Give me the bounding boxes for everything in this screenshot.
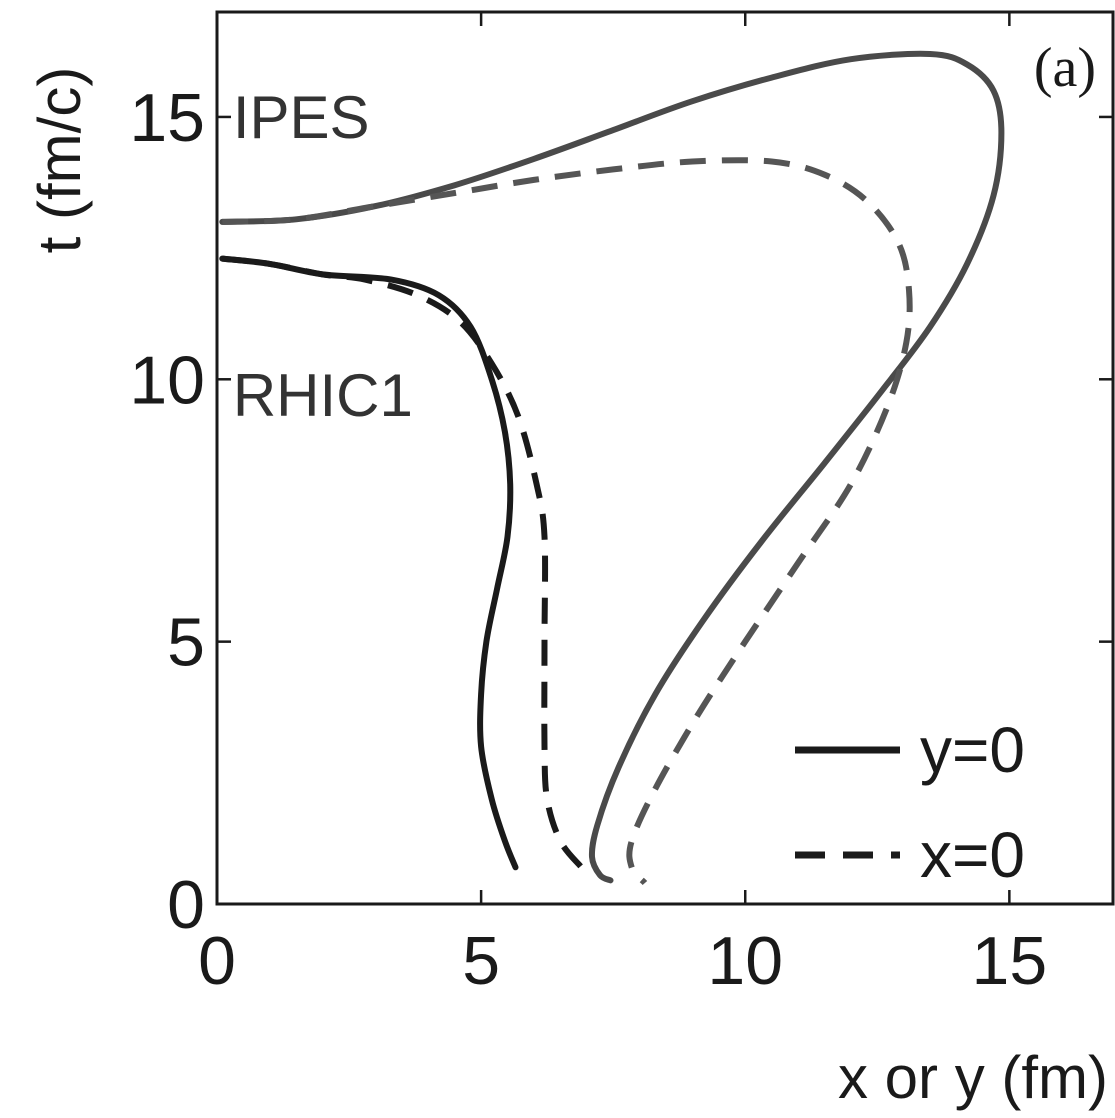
legend-label: x=0 — [920, 819, 1025, 891]
legend-label: y=0 — [920, 714, 1025, 786]
y-tick-label: 15 — [129, 80, 205, 156]
series-ipes-dashed — [222, 157, 913, 886]
y-tick-label: 5 — [167, 605, 205, 681]
x-tick-label: 10 — [707, 923, 783, 999]
plot-area-border — [215, 10, 1115, 906]
annotation-layer: IPES RHIC1 — [233, 84, 413, 429]
annotation-rhic1: RHIC1 — [233, 362, 413, 429]
annotation-ipes: IPES — [233, 84, 370, 151]
y-tick-label: 10 — [129, 342, 205, 418]
series-layer — [219, 50, 1005, 886]
series-rhic1-solid — [219, 255, 519, 871]
series-rhic1-dashed — [221, 255, 584, 870]
y-tick-label: 0 — [167, 867, 205, 943]
panel-label: (a) — [1034, 37, 1096, 99]
legend: y=0x=0 — [795, 714, 1025, 891]
x-tick-label: 5 — [462, 923, 500, 999]
ticks-layer: 0 5 10 15 0 5 10 15 — [129, 12, 1113, 999]
y-axis-label: t (fm/c) — [26, 67, 93, 254]
plot-frame — [215, 10, 1115, 906]
x-axis-label: x or y (fm) — [838, 1044, 1108, 1111]
series-ipes-solid — [219, 50, 1005, 884]
x-tick-label: 15 — [972, 923, 1048, 999]
x-tick-label: 0 — [198, 923, 236, 999]
